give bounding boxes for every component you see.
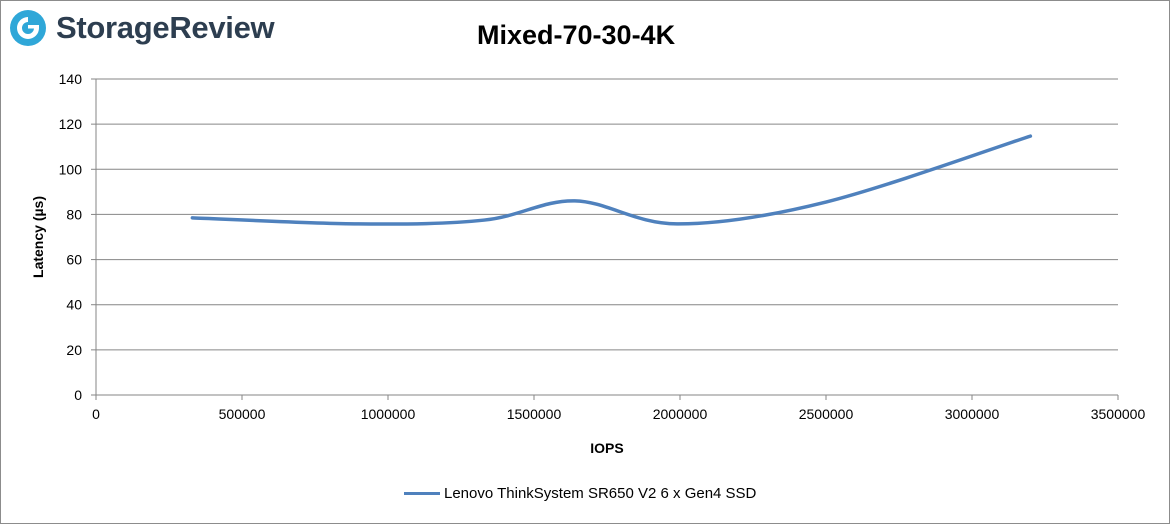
brand-logo: StorageReview [9,8,275,48]
series-group [190,134,1033,226]
x-axis-title: IOPS [590,440,623,456]
storagereview-logo-icon [10,10,46,46]
legend-swatch [404,492,440,495]
y-tick-label: 100 [59,161,83,177]
y-tick-label: 20 [66,342,82,358]
y-tick-label: 140 [59,71,83,87]
gridlines [96,78,1118,351]
x-tick-label: 1000000 [361,406,416,422]
y-tick-label: 80 [66,206,82,222]
y-tick-labels: 0 20 40 60 80 100 120 140 [59,71,83,403]
legend-label: Lenovo ThinkSystem SR650 V2 6 x Gen4 SSD [444,485,757,502]
axes [91,78,1119,400]
x-tick-labels: 0 500000 1000000 1500000 2000000 2500000 30000… [92,406,1145,422]
legend: Lenovo ThinkSystem SR650 V2 6 x Gen4 SSD [404,485,756,502]
x-tick-label: 2000000 [653,406,708,422]
x-tick-label: 500000 [219,406,266,422]
y-tick-label: 120 [59,116,83,132]
x-tick-label: 2500000 [799,406,854,422]
x-tick-label: 1500000 [507,406,562,422]
x-tick-label: 3000000 [945,406,1000,422]
chart-title: Mixed-70-30-4K [477,20,676,50]
y-tick-label: 60 [66,252,82,268]
x-tick-label: 3500000 [1091,406,1146,422]
brand-name: StorageReview [56,10,275,45]
y-tick-label: 0 [74,387,82,403]
series-line [190,134,1033,226]
y-axis-title: Latency (µs) [30,196,46,278]
y-tick-label: 40 [66,297,82,313]
line-chart: 0 20 40 60 80 100 120 140 0 500000 1000000 1500000… [30,71,1145,456]
x-tick-label: 0 [92,406,100,422]
